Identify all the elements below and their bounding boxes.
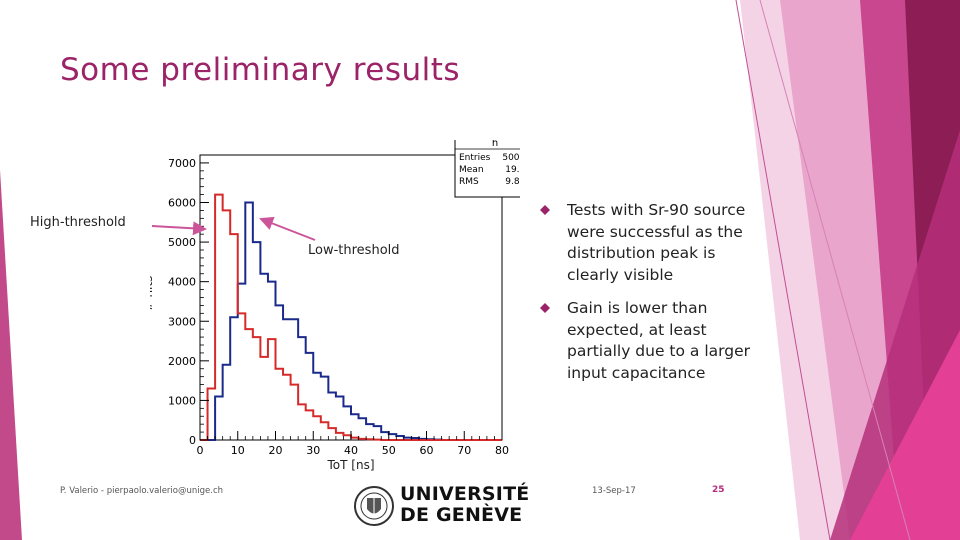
series-line-2 — [200, 193, 502, 441]
deco-line-2 — [759, 0, 911, 540]
x-tick-label: 20 — [269, 444, 283, 457]
footer-author: P. Valerio - pierpaolo.valerio@unige.ch — [60, 486, 223, 496]
page-number: 25 — [712, 485, 725, 495]
x-tick-label: 80 — [495, 444, 509, 457]
bullet-list: Tests with Sr-90 source were successful … — [540, 200, 765, 396]
slide-title: Some preliminary results — [60, 52, 461, 88]
arrow-low-threshold — [259, 216, 316, 241]
histogram-chart: 0 1000 2000 3000 4000 5000 6000 7000 0 10 20 30 40 50… — [141, 134, 536, 479]
stats-box-title: h — [492, 140, 498, 149]
stats-row-label: RMS — [459, 177, 479, 187]
x-tick-label: 70 — [457, 444, 471, 457]
y-tick-label: 3000 — [168, 315, 196, 328]
y-tick-label: 6000 — [168, 197, 196, 210]
arrow-high-threshold — [151, 221, 207, 236]
bullet-item: Tests with Sr-90 source were successful … — [540, 200, 765, 286]
deco-bottom-triangle — [850, 330, 960, 540]
x-tick-label: 0 — [197, 444, 204, 457]
x-tick-label: 40 — [344, 444, 358, 457]
deco-left-sliver — [0, 170, 22, 540]
logo-line-1: UNIVERSITÉ — [400, 483, 530, 505]
stats-row-value: 9.832 — [505, 177, 520, 187]
bullet-text: Tests with Sr-90 source were successful … — [567, 201, 746, 284]
y-tick-label: 5000 — [168, 236, 196, 249]
diamond-bullet-icon — [540, 303, 550, 313]
annotation-high-threshold: High-threshold — [30, 215, 126, 230]
stats-row-value: 19.39 — [505, 165, 520, 175]
histogram-svg: 0 1000 2000 3000 4000 5000 6000 7000 0 10 20 30 40 50… — [141, 134, 536, 472]
university-seal-icon — [354, 486, 394, 526]
y-tick-label: 0 — [189, 434, 196, 447]
bullet-text: Gain is lower than expected, at least pa… — [567, 299, 750, 382]
stats-row-value: 50000 — [502, 153, 520, 163]
bullet-item: Gain is lower than expected, at least pa… — [540, 298, 765, 384]
y-tick-label: 4000 — [168, 276, 196, 289]
x-tick-label: 50 — [382, 444, 396, 457]
y-tick-label: 1000 — [168, 394, 196, 407]
x-tick-label: 10 — [231, 444, 245, 457]
x-axis-label: ToT [ns] — [327, 458, 375, 472]
stats-row-label: Entries — [459, 153, 491, 163]
x-tick-label: 30 — [306, 444, 320, 457]
stats-row-label: Mean — [459, 165, 484, 175]
university-logo-text: UNIVERSITÉ DE GENÈVE — [400, 484, 529, 526]
x-tick-label: 60 — [420, 444, 434, 457]
deco-line-1 — [735, 0, 831, 540]
logo-line-2: DE GENÈVE — [400, 504, 523, 526]
diamond-bullet-icon — [540, 205, 550, 215]
y-tick-label: 2000 — [168, 355, 196, 368]
y-tick-label: 7000 — [168, 157, 196, 170]
footer-date: 13-Sep-17 — [592, 486, 636, 496]
annotation-low-threshold: Low-threshold — [308, 243, 400, 258]
